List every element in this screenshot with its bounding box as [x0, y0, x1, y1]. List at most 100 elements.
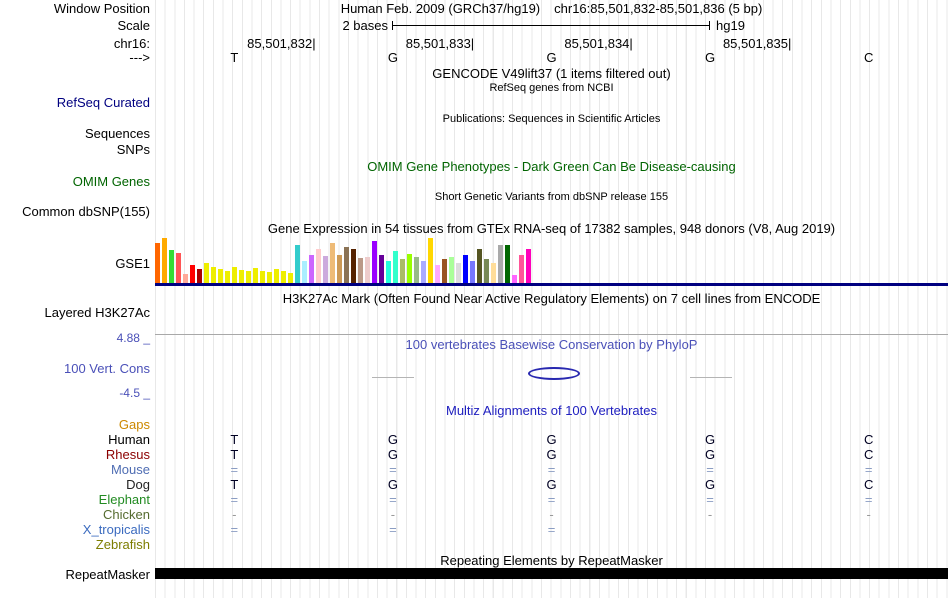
- multiz-base-symbol: T: [230, 477, 239, 492]
- multiz-species-label[interactable]: Rhesus: [105, 447, 150, 462]
- track-title-multiz[interactable]: Multiz Alignments of 100 Vertebrates: [445, 403, 657, 418]
- scale-value: 2 bases: [342, 18, 388, 33]
- track-title-phylop[interactable]: 100 vertebrates Basewise Conservation by…: [405, 337, 698, 352]
- multiz-base-symbol: G: [546, 432, 557, 447]
- cons-min-value: -4.5 _: [119, 386, 150, 400]
- gtex-bar: [288, 273, 293, 283]
- multiz-base-symbol: =: [706, 492, 714, 507]
- multiz-species-label[interactable]: Dog: [126, 477, 150, 492]
- multiz-species-label[interactable]: Elephant: [98, 492, 150, 507]
- track-label-omim-genes[interactable]: OMIM Genes: [72, 174, 150, 189]
- gtex-bar: [421, 261, 426, 283]
- gtex-bar: [442, 259, 447, 283]
- multiz-base-symbol: =: [230, 492, 239, 507]
- multiz-species-label[interactable]: Zebrafish: [95, 537, 150, 552]
- repeatmasker-dense-bar[interactable]: [155, 568, 948, 579]
- multiz-base-symbol: =: [230, 522, 239, 537]
- gtex-bar: [274, 269, 279, 283]
- gtex-bar: [351, 249, 356, 283]
- multiz-species-label[interactable]: Human: [108, 432, 150, 447]
- gtex-bar: [281, 271, 286, 283]
- track-title-refseq[interactable]: RefSeq genes from NCBI: [489, 82, 614, 94]
- strand-arrow-label[interactable]: --->: [129, 50, 150, 65]
- gtex-bar: [393, 251, 398, 283]
- track-label-layered-h3k27ac[interactable]: Layered H3K27Ac: [44, 305, 150, 320]
- gtex-bar: [316, 249, 321, 283]
- ruler-coordinate: 85,501,832|: [247, 36, 316, 51]
- position-range[interactable]: chr16:85,501,832-85,501,836 (5 bp): [554, 1, 763, 16]
- track-title-publications[interactable]: Publications: Sequences in Scientific Ar…: [442, 113, 661, 125]
- track-title-h3k27ac[interactable]: H3K27Ac Mark (Often Found Near Active Re…: [282, 291, 821, 306]
- multiz-base-symbol: =: [389, 492, 397, 507]
- phylop-wiggle-ellipse: [528, 367, 580, 380]
- base-position-grid: [155, 0, 948, 598]
- track-label-repeatmasker[interactable]: RepeatMasker: [65, 567, 150, 582]
- gtex-bar: [225, 271, 230, 283]
- gtex-bar: [309, 255, 314, 283]
- multiz-base-symbol: =: [706, 462, 714, 477]
- multiz-base-symbol: G: [546, 447, 557, 462]
- assembly-short: hg19: [716, 18, 745, 33]
- ruler-coordinate: 85,501,834|: [564, 36, 633, 51]
- gtex-bar: [169, 250, 174, 283]
- gtex-bar: [232, 267, 237, 283]
- track-title-gtex[interactable]: Gene Expression in 54 tissues from GTEx …: [267, 221, 836, 236]
- gtex-bar: [190, 265, 195, 283]
- assembly-name: Human Feb. 2009 (GRCh37/hg19): [340, 1, 541, 16]
- gtex-bar: [176, 253, 181, 283]
- gtex-bar: [302, 261, 307, 283]
- multiz-species-label[interactable]: X_tropicalis: [82, 522, 150, 537]
- gtex-bar: [449, 257, 454, 283]
- gtex-bar: [365, 257, 370, 283]
- gtex-bar: [386, 261, 391, 283]
- gtex-bar: [414, 257, 419, 283]
- gtex-bar: [372, 241, 377, 283]
- gtex-bar: [358, 258, 363, 283]
- window-position-label: Window Position: [53, 1, 150, 16]
- gtex-bar: [463, 255, 468, 283]
- multiz-base-symbol: =: [547, 492, 556, 507]
- gtex-bar: [505, 245, 510, 283]
- multiz-base-symbol: G: [546, 477, 557, 492]
- track-label-common-dbsnp[interactable]: Common dbSNP(155): [22, 204, 150, 219]
- ruler-coordinate: 85,501,835|: [722, 36, 792, 51]
- multiz-base-symbol: G: [387, 447, 398, 462]
- gtex-bar: [253, 268, 258, 283]
- multiz-species-label[interactable]: Chicken: [103, 507, 150, 522]
- gtex-bar: [246, 271, 251, 283]
- multiz-species-label[interactable]: Gaps: [118, 417, 150, 432]
- track-title-repeatmasker[interactable]: Repeating Elements by RepeatMasker: [440, 553, 663, 568]
- multiz-species-label[interactable]: Mouse: [110, 462, 150, 477]
- gtex-expression-bars: [155, 238, 537, 283]
- multiz-base-symbol: =: [547, 462, 556, 477]
- gtex-bar: [330, 243, 335, 283]
- gtex-bar: [162, 238, 167, 283]
- multiz-base-symbol: G: [387, 477, 398, 492]
- gtex-bar: [519, 255, 524, 283]
- track-label-snps[interactable]: SNPs: [116, 142, 150, 157]
- track-title-dbsnp[interactable]: Short Genetic Variants from dbSNP releas…: [434, 191, 669, 203]
- multiz-base-symbol: T: [230, 447, 239, 462]
- gtex-bar: [267, 272, 272, 283]
- track-title-gencode[interactable]: GENCODE V49lift37 (1 items filtered out): [432, 66, 671, 81]
- cons-max-value: 4.88 _: [116, 331, 150, 345]
- track-label-100-vert-cons[interactable]: 100 Vert. Cons: [64, 361, 150, 376]
- track-label-sequences[interactable]: Sequences: [84, 126, 150, 141]
- phylop-wiggle-segment: [372, 377, 414, 378]
- gtex-bar: [526, 249, 531, 283]
- gtex-bar: [512, 275, 517, 283]
- track-label-gse1[interactable]: GSE1: [115, 256, 150, 271]
- gtex-bar: [183, 274, 188, 283]
- gtex-bar: [239, 270, 244, 283]
- gtex-bar: [400, 259, 405, 283]
- header-line: Human Feb. 2009 (GRCh37/hg19) chr16:85,50…: [155, 1, 948, 16]
- track-label-refseq-curated[interactable]: RefSeq Curated: [56, 95, 150, 110]
- gtex-bar: [344, 247, 349, 283]
- gtex-bar: [211, 267, 216, 283]
- base-letter: G: [387, 50, 398, 65]
- gtex-bar: [323, 256, 328, 283]
- track-title-omim[interactable]: OMIM Gene Phenotypes - Dark Green Can Be…: [367, 159, 736, 174]
- multiz-base-symbol: C: [863, 477, 874, 492]
- multiz-base-symbol: =: [864, 462, 873, 477]
- gtex-bar: [428, 238, 433, 283]
